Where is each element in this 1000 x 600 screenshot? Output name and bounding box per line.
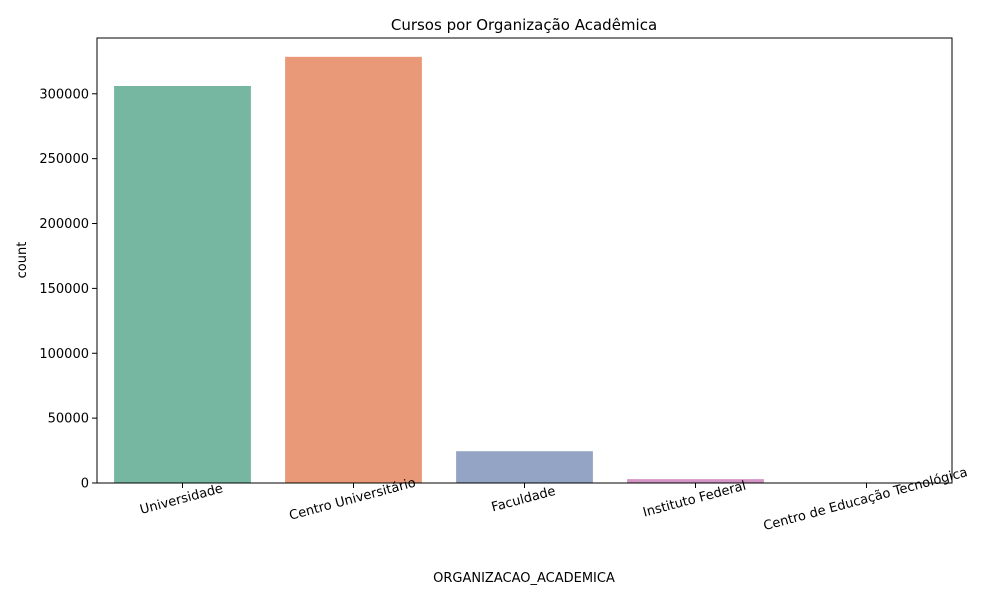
x-tick-label-2: Faculdade: [490, 484, 557, 515]
y-tick-label-6: 300000: [39, 87, 89, 102]
y-axis-label: count: [15, 242, 30, 279]
y-tick-label-4: 200000: [39, 217, 89, 232]
y-tick-label-2: 100000: [39, 347, 89, 362]
bar-1: [285, 56, 422, 484]
chart-title: Cursos por Organização Acadêmica: [391, 16, 657, 34]
bar-2: [456, 451, 593, 483]
x-tick-label-3: Instituto Federal: [641, 479, 747, 521]
bar-0: [114, 86, 251, 483]
y-tick-label-3: 150000: [39, 282, 89, 297]
plot-area: 0 50000 100000 150000 200000 250000 300000 Univ…: [39, 37, 969, 534]
x-tick-label-4: Centro de Educação Tecnológica: [762, 465, 969, 534]
x-tick-label-0: Universidade: [138, 481, 224, 518]
bar-3: [627, 479, 764, 483]
y-tick-label-5: 250000: [39, 152, 89, 167]
y-tick-label-1: 50000: [48, 412, 89, 427]
x-axis-label: ORGANIZACAO_ACADEMICA: [433, 571, 615, 586]
y-tick-label-0: 0: [81, 477, 89, 492]
